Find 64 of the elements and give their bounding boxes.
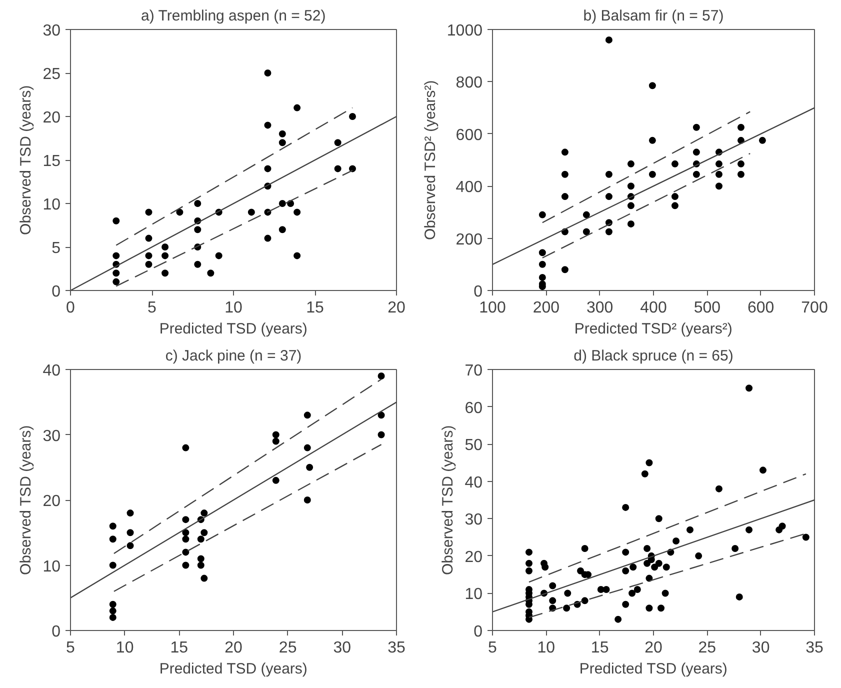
x-tick-label: 20 xyxy=(224,640,242,656)
x-tick-label: 0 xyxy=(66,300,76,316)
x-tick-label: 30 xyxy=(333,640,352,656)
chart-title: c) Jack pine (n = 37) xyxy=(165,348,302,364)
x-tick-label: 20 xyxy=(388,300,406,316)
y-tick-label: 10 xyxy=(42,196,61,214)
x-tick-label: 700 xyxy=(801,300,828,316)
y-tick-label: 20 xyxy=(42,110,61,126)
y-tick-label: 25 xyxy=(42,66,61,83)
x-axis-title: Predicted TSD² (years²) xyxy=(574,320,732,338)
y-tick-label: 600 xyxy=(456,126,483,144)
y-tick-label: 0 xyxy=(52,284,61,300)
x-axis-title: Predicted TSD (years) xyxy=(159,660,308,678)
y-tick-label: 20 xyxy=(42,493,61,510)
chart-title: d) Black spruce (n = 65) xyxy=(574,348,734,364)
chart-title: b) Balsam fir (n = 57) xyxy=(583,8,724,24)
x-tick-label: 15 xyxy=(590,640,609,656)
y-tick-label: 20 xyxy=(464,548,483,566)
x-tick-label: 15 xyxy=(306,300,324,316)
x-tick-label: 500 xyxy=(694,300,721,316)
y-tick-label: 30 xyxy=(464,512,483,529)
y-tick-label: 0 xyxy=(474,284,483,300)
x-tick-label: 5 xyxy=(488,640,498,656)
x-tick-label: 20 xyxy=(644,640,662,656)
y-tick-label: 70 xyxy=(464,362,483,380)
y-tick-label: 800 xyxy=(456,74,483,92)
y-axis-title: Observed TSD (years) xyxy=(18,85,35,236)
x-tick-label: 5 xyxy=(66,640,76,656)
y-axis-title: Observed TSD² (years²) xyxy=(422,80,439,240)
x-tick-label: 25 xyxy=(278,640,297,656)
y-tick-label: 0 xyxy=(52,624,61,640)
y-tick-label: 40 xyxy=(464,474,483,492)
y-tick-label: 5 xyxy=(52,240,61,257)
y-tick-label: 15 xyxy=(42,153,61,170)
x-tick-label: 100 xyxy=(479,300,506,316)
y-tick-label: 1000 xyxy=(446,22,483,40)
y-tick-label: 40 xyxy=(42,362,61,380)
y-tick-label: 400 xyxy=(456,179,483,196)
x-tick-label: 30 xyxy=(752,640,770,656)
y-tick-label: 30 xyxy=(42,22,61,40)
x-tick-label: 200 xyxy=(532,300,560,316)
y-tick-label: 10 xyxy=(464,586,483,604)
y-tick-label: 60 xyxy=(464,400,483,417)
y-tick-label: 0 xyxy=(474,624,483,640)
y-axis-title: Observed TSD (years) xyxy=(440,425,457,576)
x-axis-title: Predicted TSD (years) xyxy=(159,320,308,338)
x-tick-label: 25 xyxy=(698,640,716,656)
x-tick-label: 35 xyxy=(806,640,824,656)
x-tick-label: 600 xyxy=(747,300,774,316)
x-axis-title: Predicted TSD (years) xyxy=(579,660,728,678)
chart-title: a) Trembling aspen (n = 52) xyxy=(141,8,326,24)
y-tick-label: 30 xyxy=(42,428,61,445)
x-tick-label: 10 xyxy=(224,300,242,316)
x-tick-label: 10 xyxy=(537,640,556,656)
x-tick-label: 300 xyxy=(586,300,614,316)
y-tick-label: 50 xyxy=(464,437,483,454)
x-tick-label: 5 xyxy=(148,300,157,316)
x-tick-label: 15 xyxy=(170,640,188,656)
y-tick-label: 10 xyxy=(42,558,61,576)
y-tick-label: 200 xyxy=(456,231,483,248)
y-axis-title: Observed TSD (years) xyxy=(18,425,35,576)
x-tick-label: 400 xyxy=(640,300,667,316)
x-tick-label: 10 xyxy=(116,640,134,656)
x-tick-label: 35 xyxy=(388,640,406,656)
